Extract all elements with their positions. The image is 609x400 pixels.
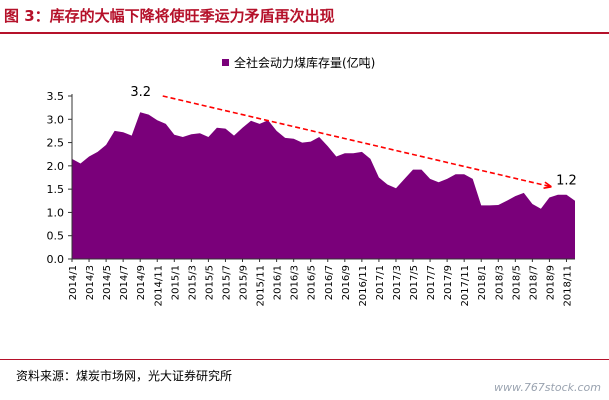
- x-tick-label: 2015/11: [256, 265, 267, 307]
- x-tick-label: 2018/5: [511, 265, 522, 300]
- y-tick-label: 1.5: [47, 183, 65, 196]
- legend-label: 全社会动力煤库存量(亿吨): [234, 56, 376, 70]
- x-tick-label: 2017/11: [460, 265, 471, 307]
- x-tick-label: 2015/3: [187, 265, 198, 300]
- trend-line: [162, 95, 552, 188]
- y-tick-label: 2.0: [47, 160, 65, 173]
- x-tick-label: 2017/1: [375, 265, 386, 300]
- x-tick-label: 2015/7: [221, 265, 232, 300]
- y-tick-label: 3.0: [47, 113, 65, 126]
- x-tick-label: 2017/9: [443, 265, 454, 300]
- source-note: 资料来源：煤炭市场网，光大证券研究所: [16, 369, 233, 383]
- x-tick-label: 2017/5: [409, 265, 420, 300]
- y-tick-label: 1.0: [47, 206, 65, 219]
- x-tick-label: 2015/9: [239, 265, 250, 300]
- legend: 全社会动力煤库存量(亿吨): [222, 54, 375, 71]
- y-tick-label: 0.0: [47, 253, 65, 266]
- x-tick-label: 2018/1: [477, 265, 488, 300]
- x-tick-label: 2017/7: [426, 265, 437, 300]
- x-tick-label: 2015/5: [204, 265, 215, 300]
- x-tick-label: 2016/9: [341, 265, 352, 300]
- x-tick-label: 2014/1: [68, 265, 79, 300]
- x-tick-label: 2018/11: [562, 265, 573, 307]
- x-tick-label: 2018/9: [545, 265, 556, 300]
- x-tick-label: 2018/7: [528, 265, 539, 300]
- x-tick-label: 2016/3: [290, 265, 301, 300]
- x-tick-label: 2017/3: [392, 265, 403, 300]
- x-tick-label: 2015/1: [170, 265, 181, 300]
- trend-arrowhead: [543, 181, 552, 189]
- x-tick-label: 2014/5: [102, 265, 113, 300]
- y-tick-label: 0.5: [47, 230, 65, 243]
- annotation-latest: 1.2: [556, 173, 577, 188]
- chart-title: 图 3：库存的大幅下降将使旺季运力矛盾再次出现: [4, 7, 335, 25]
- x-tick-label: 2014/7: [119, 265, 130, 300]
- source-divider: [0, 359, 609, 360]
- series-area: [72, 112, 575, 259]
- x-tick-label: 2016/1: [273, 265, 284, 300]
- watermark: www.767stock.com: [494, 381, 601, 394]
- legend-swatch: [222, 59, 229, 66]
- annotation-peak: 3.2: [130, 85, 151, 100]
- x-tick-label: 2016/5: [307, 265, 318, 300]
- x-tick-label: 2014/3: [85, 265, 96, 300]
- x-tick-label: 2014/9: [136, 265, 147, 300]
- title-divider: [0, 32, 609, 34]
- y-tick-label: 3.5: [47, 90, 65, 103]
- x-tick-label: 2016/11: [358, 265, 369, 307]
- x-tick-label: 2014/11: [153, 265, 164, 307]
- y-tick-label: 2.5: [47, 137, 65, 150]
- x-tick-label: 2018/3: [494, 265, 505, 300]
- x-tick-label: 2016/7: [324, 265, 335, 300]
